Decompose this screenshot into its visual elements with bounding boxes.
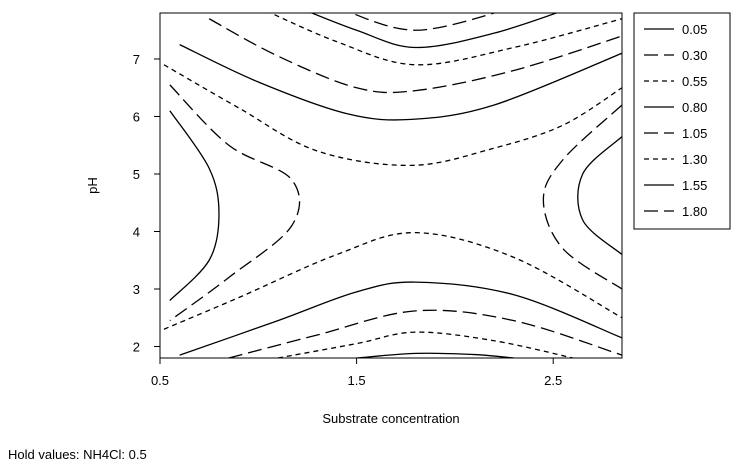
x-tick-label-3: 2.5 <box>544 373 562 388</box>
contour-line-15 <box>356 352 514 358</box>
contour-line-12 <box>179 281 622 356</box>
contour-line-1 <box>169 110 220 301</box>
contour-line-10 <box>542 104 622 290</box>
y-tick-label-4: 5 <box>133 167 140 182</box>
legend-label-5: 1.05 <box>682 126 707 141</box>
hold-values-footnote: Hold values: NH4Cl: 0.5 <box>8 447 147 462</box>
contour-line-11 <box>163 231 622 330</box>
legend-label-3: 0.55 <box>682 74 707 89</box>
plot-frame <box>159 12 623 359</box>
contour-line-13 <box>228 309 622 358</box>
legend-label-8: 1.80 <box>682 204 707 219</box>
legend-label-4: 0.80 <box>682 100 707 115</box>
x-tick-label-1: 0.5 <box>151 373 169 388</box>
legend-label-6: 1.30 <box>682 152 707 167</box>
x-axis-label: Substrate concentration <box>322 411 459 426</box>
contour-line-14 <box>277 331 573 358</box>
legend-label-1: 0.05 <box>682 22 707 37</box>
contour-plot: 0.5 1.5 2.5 2 3 4 5 6 7 Substrate concentration pH… <box>85 12 731 426</box>
legend-label-7: 1.55 <box>682 178 707 193</box>
y-tick-label-5: 6 <box>133 110 140 125</box>
legend-label-2: 0.30 <box>682 48 707 63</box>
y-tick-label-2: 3 <box>133 282 140 297</box>
contour-line-2 <box>169 84 301 322</box>
y-axis-label: pH <box>85 177 100 194</box>
y-tick-label-6: 7 <box>133 52 140 67</box>
contour-line-9 <box>577 136 622 255</box>
contour-line-4 <box>179 44 622 121</box>
legend-box <box>633 12 731 230</box>
contour-line-6 <box>269 13 622 66</box>
contour-line-8 <box>350 13 497 31</box>
x-tick-label-2: 1.5 <box>348 373 366 388</box>
contour-line-7 <box>310 13 559 49</box>
y-tick-label-3: 4 <box>133 225 140 240</box>
contour-line-3 <box>163 64 622 167</box>
y-tick-label-1: 2 <box>133 340 140 355</box>
contour-line-5 <box>208 18 622 94</box>
